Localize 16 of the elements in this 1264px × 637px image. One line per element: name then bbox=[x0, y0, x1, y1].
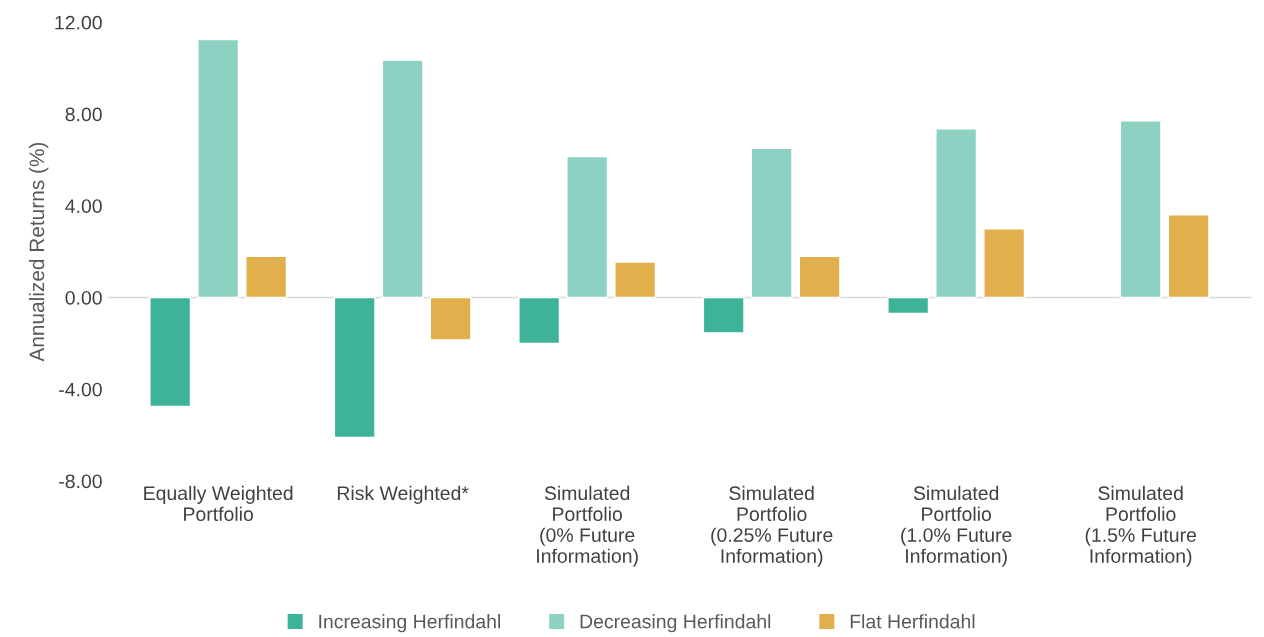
y-tick-label: 12.00 bbox=[55, 15, 102, 30]
x-tick-label: Simulated Portfolio (0.25% Future Information) bbox=[711, 485, 833, 567]
x-tick-label: Equally Weighted Portfolio bbox=[144, 485, 293, 522]
x-tick-label: Simulated Portfolio (1.0% Future Information) bbox=[901, 485, 1012, 567]
x-tick-label: Simulated Portfolio (0% Future Information) bbox=[537, 485, 638, 567]
legend-label: Flat Herfindahl bbox=[850, 614, 975, 629]
y-tick-label: 8.00 bbox=[65, 107, 102, 122]
y-tick-label: -4.00 bbox=[59, 382, 102, 397]
x-tick-label: Simulated Portfolio (1.5% Future Information) bbox=[1085, 485, 1196, 567]
x-tick-label: Risk Weighted* bbox=[337, 485, 469, 504]
y-tick-label: -8.00 bbox=[59, 474, 102, 489]
legend-label: Decreasing Herfindahl bbox=[580, 614, 771, 633]
y-tick-label: 0.00 bbox=[65, 290, 102, 305]
legend-label: Increasing Herfindahl bbox=[319, 614, 500, 633]
y-axis-title: Annualized Returns (%) bbox=[28, 142, 49, 362]
y-tick-label: 4.00 bbox=[65, 199, 102, 213]
